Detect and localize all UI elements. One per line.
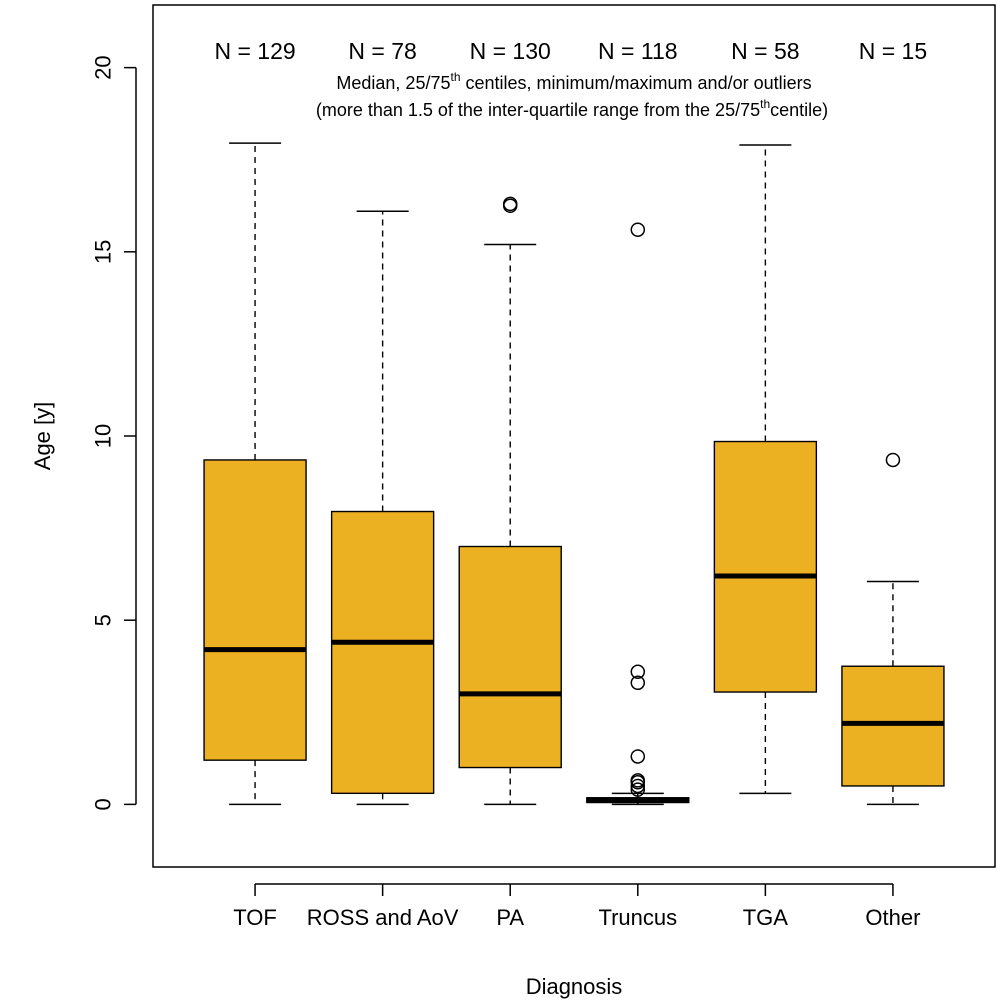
box-tof: [203, 459, 307, 761]
box-group-ross-and-aov: [330, 210, 435, 806]
x-axis-title: Diagnosis: [526, 974, 623, 999]
y-tick-label-0: 0: [91, 798, 116, 810]
x-tick-label-ross-and-aov: ROSS and AoV: [307, 905, 459, 930]
annotation-line-1: Median, 25/75th centiles, minimum/maximu…: [336, 70, 811, 93]
box-group-other: [841, 452, 945, 806]
box-group-tof: [203, 142, 307, 806]
x-tick-label-tof: TOF: [233, 905, 277, 930]
annotation-line-1-pre: Median, 25/75: [336, 73, 450, 93]
n-label-truncus: N = 118: [598, 38, 678, 64]
box-group-truncus: [586, 222, 690, 806]
box-pa: [458, 545, 562, 769]
box-ross-and-aov: [330, 510, 435, 795]
labels: TOF N = 129 ROSS and AoV N = 78 PA N = 130 Tru…: [214, 38, 927, 930]
y-axis: 0 5 10 15 20: [91, 55, 894, 896]
x-tick-label-truncus: Truncus: [598, 905, 677, 930]
x-tick-label-pa: PA: [496, 905, 524, 930]
outlier-truncus-5: [630, 675, 646, 691]
n-label-tof: N = 129: [214, 38, 295, 64]
x-tick-label-tga: TGA: [743, 905, 789, 930]
box-tga: [713, 440, 818, 693]
annotation-line-2-pre: (more than 1.5 of the inter-quartile ran…: [316, 100, 760, 120]
outlier-truncus-3: [630, 773, 646, 788]
annotation-line-2-post: centile): [770, 100, 828, 120]
outlier-pa-1: [502, 196, 518, 212]
box-group-pa: [458, 196, 562, 806]
annotation-line-1-sup: th: [450, 70, 460, 84]
y-axis-title: Age [y]: [30, 402, 55, 470]
box-group-tga: [713, 144, 818, 795]
n-label-tga: N = 58: [731, 38, 799, 64]
annotation-line-2-sup: th: [760, 97, 770, 111]
y-tick-label-15: 15: [91, 240, 116, 264]
outlier-truncus-4: [630, 749, 646, 764]
n-label-other: N = 15: [859, 38, 927, 64]
box-other: [841, 665, 945, 787]
outlier-truncus-1: [630, 778, 646, 794]
y-tick-label-20: 20: [91, 55, 116, 79]
n-label-ross-and-aov: N = 78: [348, 38, 416, 64]
outlier-other-0: [885, 452, 901, 468]
annotation-line-1-post: centiles, minimum/maximum and/or outlier…: [461, 73, 812, 93]
outlier-truncus-6: [630, 664, 646, 680]
outlier-truncus-7: [630, 222, 646, 237]
x-tick-label-other: Other: [865, 905, 920, 930]
boxes: [203, 142, 945, 806]
y-tick-label-5: 5: [91, 614, 116, 626]
plot-frame: [152, 4, 996, 868]
y-tick-label-10: 10: [91, 424, 116, 448]
outlier-truncus-0: [630, 782, 646, 797]
annotation-line-2: (more than 1.5 of the inter-quartile ran…: [316, 97, 828, 120]
n-label-pa: N = 130: [470, 38, 551, 64]
